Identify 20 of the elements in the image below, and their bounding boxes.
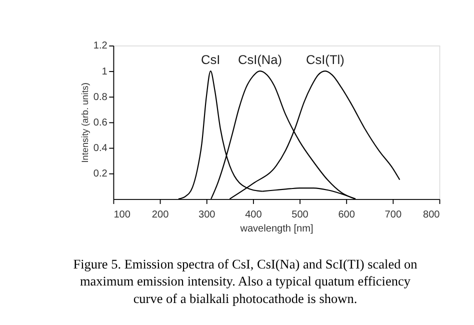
series-label: CsI(Tl) [306,52,344,67]
x-tick-label: 800 [423,210,440,221]
x-tick-label: 500 [292,210,309,221]
x-tick-label: 100 [114,210,131,221]
x-tick-label: 200 [152,210,170,221]
x-tick-label: 600 [338,210,356,221]
series-label: CsI(Na) [238,52,282,67]
x-axis-title: wavelength [nm] [239,223,314,234]
y-tick-label: 0.2 [93,168,108,180]
x-tick-label: 300 [198,210,216,221]
x-tick-label: 400 [245,210,262,221]
y-tick-label: 1.2 [93,40,108,52]
y-axis-title: Intensity (arb. units) [80,82,90,163]
y-tick-label: 0.8 [93,92,108,103]
y-tick-label: 0.6 [93,117,108,128]
series-label: CsI [201,52,220,67]
y-tick-label: 0.4 [93,143,108,154]
y-tick-label: 1 [102,66,108,78]
caption: Figure 5. Emission spectra of CsI, CsI(Na) and ScI(TI) scaled on maximum emission intensity. Also a typical quatum efficiency curve of a bialkali photocathode is shown. [73,256,418,306]
x-tick-label: 700 [384,210,402,221]
